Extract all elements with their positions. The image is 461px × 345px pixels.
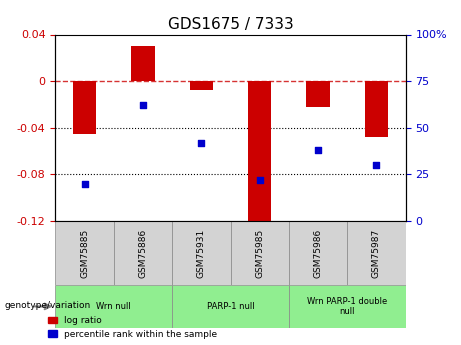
Text: GSM75985: GSM75985: [255, 228, 264, 278]
Text: PARP-1 null: PARP-1 null: [207, 302, 254, 311]
Text: genotype/variation: genotype/variation: [5, 301, 91, 310]
Bar: [73, 81, 96, 134]
Text: GSM75987: GSM75987: [372, 228, 381, 278]
Text: Wrn null: Wrn null: [96, 302, 131, 311]
FancyBboxPatch shape: [55, 221, 114, 285]
FancyBboxPatch shape: [289, 285, 406, 328]
Point: [373, 162, 380, 168]
Point: [139, 103, 147, 108]
FancyBboxPatch shape: [347, 221, 406, 285]
Text: GSM75885: GSM75885: [80, 228, 89, 278]
FancyBboxPatch shape: [289, 221, 347, 285]
Point: [256, 177, 263, 183]
Text: GSM75886: GSM75886: [138, 228, 148, 278]
FancyBboxPatch shape: [55, 285, 172, 328]
Text: GSM75986: GSM75986: [313, 228, 323, 278]
FancyBboxPatch shape: [114, 221, 172, 285]
Point: [198, 140, 205, 146]
Title: GDS1675 / 7333: GDS1675 / 7333: [168, 17, 293, 32]
Legend: log ratio, percentile rank within the sample: log ratio, percentile rank within the sa…: [46, 314, 219, 341]
FancyBboxPatch shape: [172, 221, 230, 285]
FancyBboxPatch shape: [230, 221, 289, 285]
Point: [81, 181, 88, 187]
Text: GSM75931: GSM75931: [197, 228, 206, 278]
Text: Wrn PARP-1 double
null: Wrn PARP-1 double null: [307, 297, 387, 316]
Bar: [131, 46, 154, 81]
Point: [314, 147, 322, 153]
Bar: [189, 81, 213, 90]
FancyBboxPatch shape: [172, 285, 289, 328]
Bar: [365, 81, 388, 137]
Bar: [307, 81, 330, 107]
Bar: [248, 81, 272, 227]
